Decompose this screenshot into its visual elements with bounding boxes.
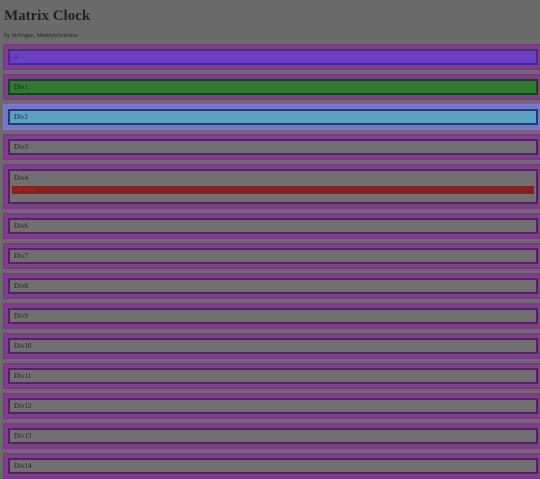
div-row: Div10	[3, 333, 540, 359]
div-row: Div13	[3, 423, 540, 449]
div-row: Div14	[3, 453, 540, 479]
div-row: Div4 sub Div5	[3, 164, 540, 209]
div-label: Div6	[8, 218, 538, 234]
div-row: Div7	[3, 243, 540, 269]
app: Matrix Clock by SirVogue, MatrixIsScient…	[3, 8, 540, 479]
div-label: Div7	[8, 248, 538, 264]
page: Matrix Clock {"header": {"title": "Matri…	[3, 8, 540, 479]
div-row: Div9	[3, 303, 540, 329]
div-label: Div2	[8, 109, 538, 125]
div-label: Div14	[8, 458, 538, 474]
div-label: Div4 sub Div5	[8, 169, 538, 204]
div-row: Div3	[3, 134, 540, 160]
div-label: Div12	[8, 398, 538, 414]
div-label: Div9	[8, 308, 538, 324]
div-row: 0	[3, 44, 540, 70]
div-label: Div1	[8, 79, 538, 95]
div-label: 0	[8, 49, 538, 65]
div-row: Div6	[3, 213, 540, 239]
div-row: Div1	[3, 74, 540, 100]
sub-div: sub Div5	[12, 186, 534, 194]
div-label: Div11	[8, 368, 538, 384]
div-row: Div8	[3, 273, 540, 299]
div-label: Div8	[8, 278, 538, 294]
div-label: Div3	[8, 139, 538, 155]
div-row: Div2	[3, 104, 540, 130]
div-label: Div10	[8, 338, 538, 354]
subtitle: by SirVogue, MatrixIsScientist	[4, 33, 79, 39]
title: Matrix Clock	[4, 8, 91, 24]
div-row: Div11	[3, 363, 540, 389]
div-label: Div13	[8, 428, 538, 444]
div-row: Div12	[3, 393, 540, 419]
